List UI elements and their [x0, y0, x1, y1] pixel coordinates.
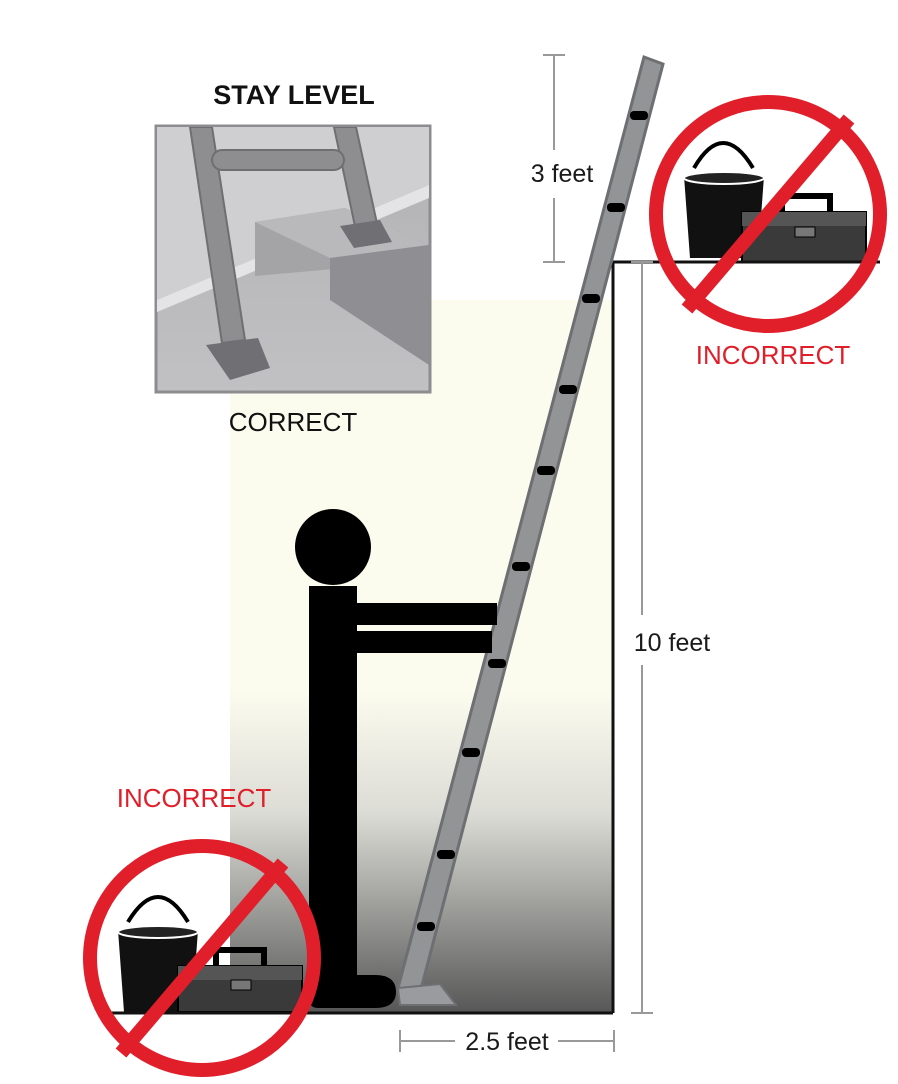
- dimension-3-feet: [543, 54, 565, 263]
- inset-correct-footing: [154, 124, 432, 394]
- warning-top-right: INCORRECT: [696, 340, 851, 370]
- label-3-feet: 3 feet: [531, 160, 594, 188]
- no-sign-icon: [649, 95, 887, 333]
- dimension-10-feet: [631, 261, 653, 1014]
- inset-title: STAY LEVEL: [213, 80, 375, 110]
- label-2-5-feet: 2.5 feet: [465, 1028, 548, 1056]
- inset-caption: CORRECT: [229, 407, 358, 437]
- person-figure: [295, 509, 497, 1008]
- label-10-feet: 10 feet: [634, 629, 711, 657]
- no-sign-icon: [83, 839, 321, 1077]
- toolbox-icon: [177, 947, 303, 1013]
- warning-bottom-left: INCORRECT: [117, 783, 272, 813]
- ladder: [396, 55, 665, 1006]
- dimension-2-5-feet: [399, 1030, 615, 1052]
